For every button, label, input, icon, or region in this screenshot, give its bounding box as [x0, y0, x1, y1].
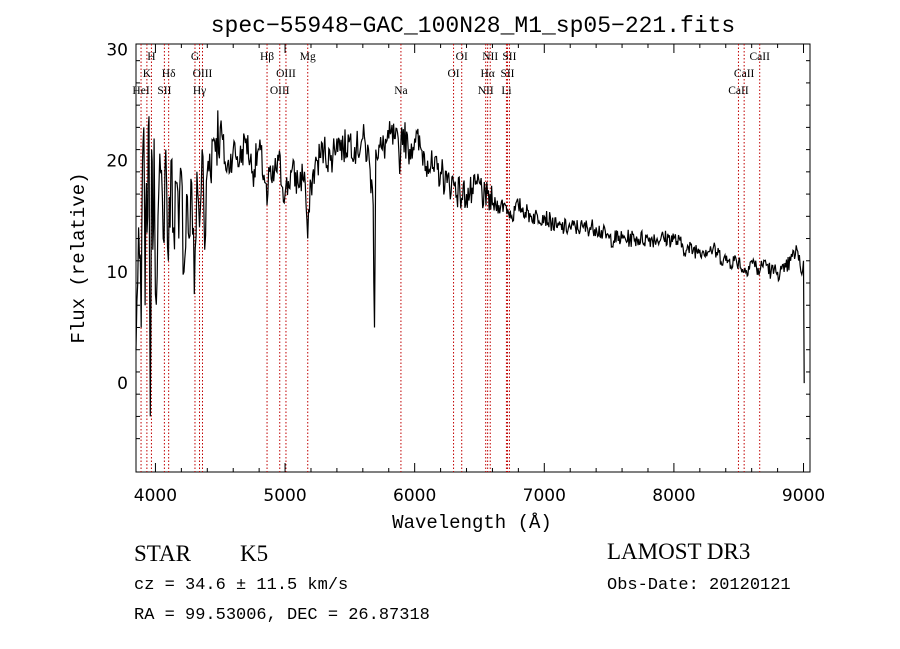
emission-line-markers: [140, 44, 761, 472]
line-label: Hγ: [193, 85, 206, 97]
x-tick-label: 5000: [263, 486, 306, 506]
line-label: Hδ: [162, 68, 176, 80]
x-tick-label: 9000: [782, 486, 825, 506]
plot-frame: [135, 43, 811, 473]
y-tick-label: 0: [117, 374, 128, 394]
line-label: CaII: [728, 85, 749, 97]
line-label: OI: [447, 68, 459, 80]
coordinates-readout: RA = 99.53006, DEC = 26.87318: [134, 606, 430, 625]
obs-date: Obs-Date: 20120121: [607, 576, 791, 595]
x-tick-label: 6000: [393, 486, 436, 506]
survey-name: LAMOST DR3: [607, 539, 750, 564]
line-label: SII: [157, 85, 171, 97]
y-tick-label: 20: [106, 152, 128, 172]
x-tick-label: 7000: [523, 486, 566, 506]
object-subclass: K5: [240, 541, 268, 566]
line-label: OIII: [276, 68, 296, 80]
line-label: OI: [456, 51, 468, 63]
line-label: G: [191, 51, 199, 63]
line-label: CaII: [734, 68, 755, 80]
y-axis-ticks: 0 10 20 30: [106, 41, 810, 440]
redshift-readout: cz = 34.6 ± 11.5 km/s: [134, 576, 348, 595]
x-axis-ticks: 4000 5000 6000 7000 8000 9000: [134, 44, 825, 506]
line-label: Na: [394, 85, 407, 97]
line-label: OIII: [193, 68, 213, 80]
line-label: Li: [501, 85, 511, 97]
line-label: Hα: [480, 68, 494, 80]
spectrum-line: [135, 110, 805, 417]
line-label: H: [147, 51, 155, 63]
x-tick-label: 4000: [134, 486, 177, 506]
chart-title: spec−55948−GAC_100N28_M1_sp05−221.fits: [211, 13, 736, 39]
line-label: Hβ: [260, 51, 274, 63]
line-label: K: [143, 68, 152, 80]
line-label: CaII: [749, 51, 770, 63]
line-label: Mg: [300, 51, 316, 63]
line-label: SII: [502, 51, 516, 63]
line-label: SII: [500, 68, 514, 80]
line-label: HeI: [132, 85, 149, 97]
x-tick-label: 8000: [652, 486, 695, 506]
line-label: OIII: [270, 85, 290, 97]
x-axis-label: Wavelength (Å): [392, 512, 552, 534]
y-tick-label: 10: [106, 263, 128, 283]
line-label: NII: [482, 51, 498, 63]
line-label: NII: [478, 85, 494, 97]
y-axis-label: Flux (relative): [68, 172, 90, 343]
object-class: STAR: [134, 541, 192, 566]
y-tick-label: 30: [106, 41, 128, 61]
